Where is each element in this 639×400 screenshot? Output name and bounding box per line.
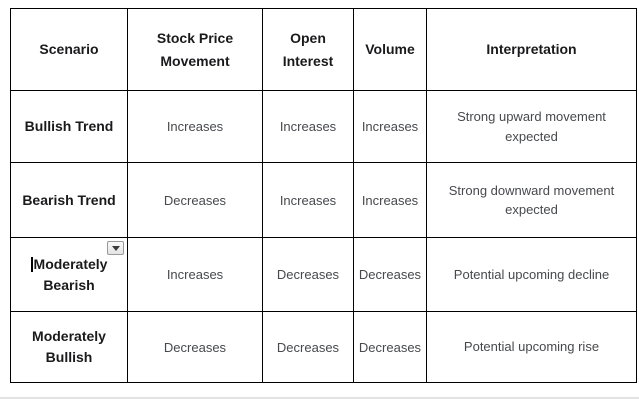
cell-open-interest[interactable]: Increases xyxy=(262,90,354,163)
bottom-divider xyxy=(0,397,639,399)
cell-interpretation[interactable]: Strong upward movement expected xyxy=(426,90,637,163)
table-row: Bearish Trend Decreases Increases Increa… xyxy=(10,162,637,238)
scenario-label: Moderately Bullish xyxy=(32,328,106,365)
header-stock-price-movement[interactable]: Stock Price Movement xyxy=(127,8,263,91)
table-row: Bullish Trend Increases Increases Increa… xyxy=(10,90,637,163)
cell-scenario-bearish-trend[interactable]: Bearish Trend xyxy=(10,162,128,238)
cell-stock-price-movement[interactable]: Decreases xyxy=(127,162,263,238)
cell-open-interest[interactable]: Decreases xyxy=(262,237,354,312)
cell-volume[interactable]: Decreases xyxy=(353,311,427,383)
cell-interpretation[interactable]: Strong downward movement expected xyxy=(426,162,637,238)
chevron-down-icon xyxy=(111,245,120,251)
scenario-label: Moderately Bearish xyxy=(33,255,108,293)
cell-interpretation[interactable]: Potential upcoming decline xyxy=(426,237,637,312)
cell-volume[interactable]: Increases xyxy=(353,162,427,238)
header-volume[interactable]: Volume xyxy=(353,8,427,91)
cell-scenario-moderately-bullish[interactable]: Moderately Bullish xyxy=(10,311,128,383)
cell-volume[interactable]: Decreases xyxy=(353,237,427,312)
header-open-interest[interactable]: Open Interest xyxy=(262,8,354,91)
table-header-row: Scenario Stock Price Movement Open Inter… xyxy=(10,8,637,91)
header-scenario[interactable]: Scenario xyxy=(10,8,128,91)
cell-volume[interactable]: Increases xyxy=(353,90,427,163)
scenario-label: Bearish Trend xyxy=(22,191,116,208)
cell-stock-price-movement[interactable]: Increases xyxy=(127,90,263,163)
cell-dropdown-button[interactable] xyxy=(107,241,124,255)
text-cursor xyxy=(30,256,33,272)
header-interpretation[interactable]: Interpretation xyxy=(426,8,637,91)
scenario-table: Scenario Stock Price Movement Open Inter… xyxy=(10,8,637,383)
scenario-label: Bullish Trend xyxy=(24,118,114,134)
cell-stock-price-movement[interactable]: Decreases xyxy=(127,311,263,383)
cell-scenario-moderately-bearish[interactable]: Moderately Bearish xyxy=(10,237,128,312)
cell-scenario-bullish-trend[interactable]: Bullish Trend xyxy=(10,90,128,163)
cell-open-interest[interactable]: Increases xyxy=(262,162,354,238)
table-row: Moderately Bullish Decreases Decreases D… xyxy=(10,311,637,383)
cell-stock-price-movement[interactable]: Increases xyxy=(127,237,263,312)
cell-interpretation[interactable]: Potential upcoming rise xyxy=(426,311,637,383)
table-row: Moderately Bearish Increases Decreases D… xyxy=(10,237,637,312)
cell-open-interest[interactable]: Decreases xyxy=(262,311,354,383)
